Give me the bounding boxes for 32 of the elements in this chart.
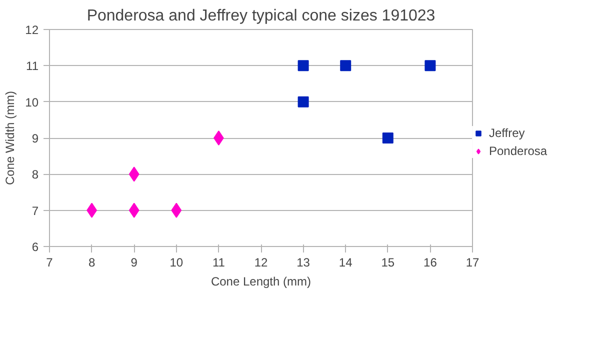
x-tick-label: 16	[424, 256, 438, 270]
point	[382, 132, 394, 144]
chart-title: Ponderosa and Jeffrey typical cone sizes 191023	[86, 8, 436, 24]
point	[128, 166, 140, 182]
x-axis-title: Cone Length (mm)	[210, 274, 312, 288]
x-tick-label: 8	[88, 256, 96, 270]
point	[171, 202, 182, 218]
y-tick-label: 6	[32, 240, 39, 254]
x-tick-label: 10	[170, 256, 184, 270]
y-tick-label: 9	[32, 132, 39, 146]
y-tick-label: 11	[26, 59, 39, 74]
x-tick-label: 7	[46, 256, 54, 270]
x-tick-label: 17	[466, 256, 480, 270]
x-tick-label: 15	[381, 256, 395, 270]
y-tick-label: 12	[25, 23, 39, 37]
y-tick-label: 10	[25, 95, 39, 110]
point	[298, 60, 309, 72]
x-tick-label: 12	[254, 256, 268, 270]
y-tick-label: 7	[32, 204, 39, 218]
y-axis-title: Cone Width (mm)	[3, 90, 18, 186]
point	[128, 202, 140, 218]
point	[298, 96, 309, 108]
x-tick-label: 9	[130, 256, 138, 270]
x-tick-label: 13	[296, 256, 310, 270]
point	[424, 60, 436, 72]
x-tick-label: 11	[212, 256, 226, 270]
legend-label: Jeffrey	[489, 126, 525, 140]
point	[214, 130, 224, 146]
point	[340, 60, 352, 72]
legend-label: Ponderosa	[489, 144, 548, 158]
y-tick-label: 8	[32, 168, 39, 182]
x-tick-label: 14	[338, 256, 353, 270]
